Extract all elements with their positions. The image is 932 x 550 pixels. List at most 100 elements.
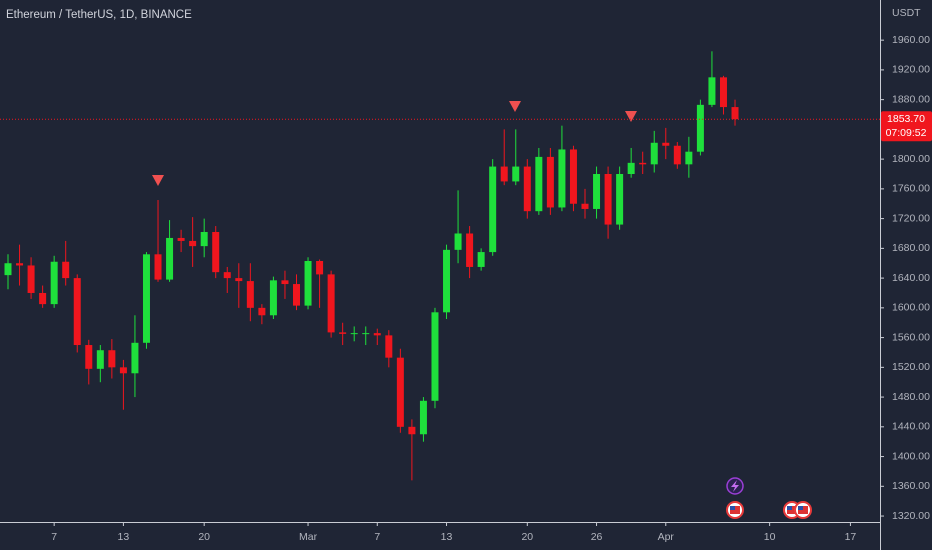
candle-body bbox=[200, 232, 208, 247]
candle-body bbox=[419, 400, 427, 435]
countdown-label: 07:09:52 bbox=[886, 127, 927, 139]
candle-body bbox=[662, 142, 670, 146]
down-marker bbox=[509, 101, 521, 112]
candle-body bbox=[339, 332, 347, 334]
candle-body bbox=[304, 261, 312, 306]
candle-body bbox=[408, 426, 416, 435]
candle-body bbox=[454, 233, 462, 250]
candle-body bbox=[477, 252, 485, 267]
down-marker bbox=[625, 111, 637, 122]
y-tick-label: 1680.00 bbox=[892, 242, 930, 254]
candle-body bbox=[166, 237, 174, 280]
event-icons bbox=[726, 477, 812, 519]
x-tick-label: Mar bbox=[299, 531, 318, 543]
candle-body bbox=[673, 145, 681, 165]
last-price-label: 1853.70 bbox=[887, 113, 925, 125]
candle-body bbox=[50, 261, 58, 305]
candle-body bbox=[154, 254, 162, 280]
candle-body bbox=[650, 142, 658, 165]
candle-body bbox=[246, 281, 254, 308]
candle-body bbox=[627, 162, 635, 174]
candle-body bbox=[500, 166, 508, 182]
candle-body bbox=[523, 166, 531, 212]
candle-body bbox=[385, 335, 393, 358]
candle-body bbox=[350, 333, 358, 335]
x-tick-label: 10 bbox=[764, 531, 776, 543]
y-tick-label: 1440.00 bbox=[892, 421, 930, 433]
candle-body bbox=[616, 174, 624, 225]
candle-body bbox=[62, 261, 70, 279]
x-tick-label: 13 bbox=[118, 531, 130, 543]
candle-body bbox=[96, 350, 104, 369]
candle-body bbox=[39, 292, 47, 305]
candle-body bbox=[131, 342, 139, 374]
y-tick-label: 1960.00 bbox=[892, 34, 930, 46]
candle-body bbox=[593, 174, 601, 209]
y-tick-label: 1800.00 bbox=[892, 153, 930, 165]
candle-body bbox=[443, 249, 451, 313]
candle-body bbox=[535, 156, 543, 212]
candle-body bbox=[719, 77, 727, 108]
event-icon-bolt bbox=[731, 480, 739, 492]
y-tick-label: 1640.00 bbox=[892, 272, 930, 284]
x-tick-label: Apr bbox=[658, 531, 675, 543]
candle-body bbox=[731, 107, 739, 120]
y-tick-label: 1720.00 bbox=[892, 212, 930, 224]
x-tick-label: 26 bbox=[591, 531, 603, 543]
x-tick-label: 17 bbox=[845, 531, 857, 543]
candle-body bbox=[4, 263, 12, 276]
x-tick-label: 7 bbox=[51, 531, 57, 543]
candle-body bbox=[235, 278, 243, 282]
y-tick-label: 1400.00 bbox=[892, 450, 930, 462]
event-icon-flag bbox=[730, 506, 735, 510]
candle-body bbox=[512, 166, 520, 182]
x-tick-label: 20 bbox=[521, 531, 533, 543]
chart-title: Ethereum / TetherUS, 1D, BINANCE bbox=[6, 9, 192, 21]
candle-body bbox=[546, 156, 554, 208]
candle-body bbox=[316, 261, 324, 275]
candle-body bbox=[108, 350, 116, 368]
down-marker bbox=[152, 175, 164, 186]
candle-body bbox=[27, 265, 35, 293]
candle-body bbox=[396, 357, 404, 427]
y-tick-label: 1560.00 bbox=[892, 331, 930, 343]
y-tick-label: 1360.00 bbox=[892, 480, 930, 492]
x-tick-label: 13 bbox=[441, 531, 453, 543]
candle-body bbox=[16, 263, 24, 266]
y-tick-label: 1920.00 bbox=[892, 64, 930, 76]
currency-label: USDT bbox=[892, 7, 921, 19]
y-tick-label: 1320.00 bbox=[892, 510, 930, 522]
y-tick-label: 1760.00 bbox=[892, 183, 930, 195]
candle-body bbox=[489, 166, 497, 253]
event-icon-flag bbox=[798, 506, 803, 510]
candle-body bbox=[431, 312, 439, 401]
event-icon-flag bbox=[787, 506, 792, 510]
candle-body bbox=[269, 280, 277, 316]
y-tick-label: 1880.00 bbox=[892, 93, 930, 105]
candle-body bbox=[142, 254, 150, 343]
candle-body bbox=[685, 151, 693, 165]
candle-body bbox=[604, 174, 612, 225]
candle-body bbox=[466, 233, 474, 267]
candle-body bbox=[212, 232, 220, 273]
candle-body bbox=[569, 149, 577, 204]
candle-body bbox=[281, 280, 289, 285]
candle-body bbox=[177, 237, 185, 241]
candle-body bbox=[119, 367, 127, 374]
x-tick-label: 20 bbox=[198, 531, 210, 543]
y-tick-label: 1480.00 bbox=[892, 391, 930, 403]
last-price-box bbox=[881, 111, 932, 142]
candle-body bbox=[223, 272, 231, 279]
candle-body bbox=[362, 333, 370, 335]
candle-body bbox=[696, 104, 704, 152]
candle-body bbox=[708, 77, 716, 105]
candle-body bbox=[258, 307, 266, 316]
candle-body bbox=[558, 149, 566, 208]
y-tick-label: 1520.00 bbox=[892, 361, 930, 373]
candle-body bbox=[327, 274, 335, 333]
candle-body bbox=[189, 240, 197, 247]
candle-body bbox=[73, 278, 81, 346]
